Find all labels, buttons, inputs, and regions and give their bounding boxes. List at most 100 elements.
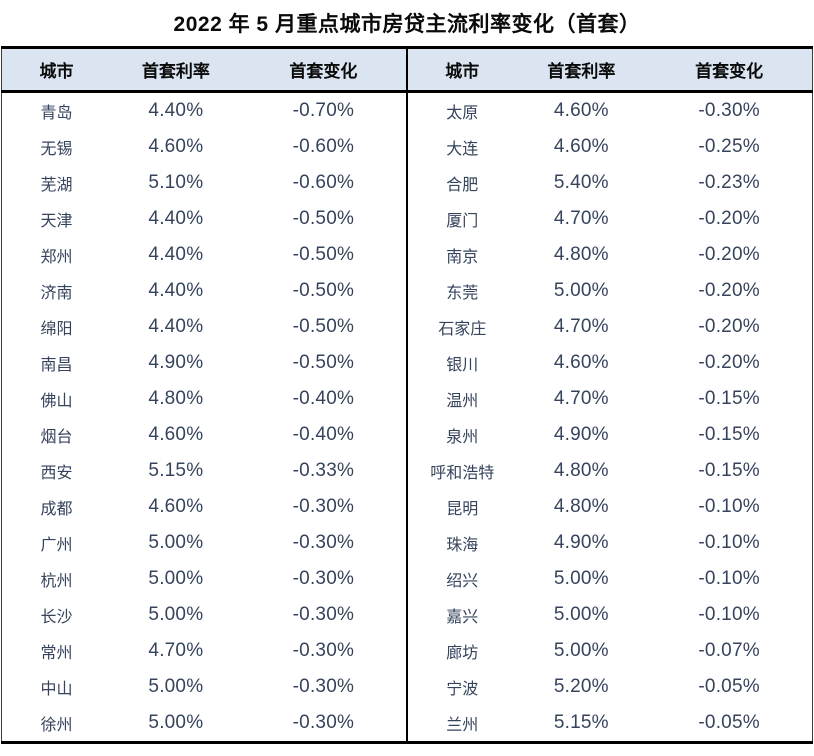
rate-cell: 4.60% — [148, 424, 204, 445]
change-cell: -0.30% — [292, 676, 355, 697]
change-cell: -0.33% — [292, 460, 355, 481]
city-cell: 宁波 — [405, 669, 517, 705]
city-cell: 昆明 — [405, 489, 517, 525]
figure-title: 2022 年 5 月重点城市房贷主流利率变化（首套） — [173, 13, 641, 36]
rate-cell: 4.80% — [553, 244, 609, 265]
table-row: 绵阳 4.40% -0.50% 石家庄 4.70% -0.20% — [2, 309, 813, 345]
change-cell: -0.05% — [698, 676, 760, 697]
change-cell: -0.05% — [698, 712, 760, 733]
city-cell: 兰州 — [405, 705, 517, 743]
change-cell: -0.10% — [698, 496, 760, 517]
header-rate-left: 首套利率 — [110, 47, 241, 93]
rate-cell: 5.00% — [148, 532, 204, 553]
table-row: 佛山 4.80% -0.40% 温州 4.70% -0.15% — [2, 381, 813, 417]
table-row: 济南 4.40% -0.50% 东莞 5.00% -0.20% — [2, 273, 813, 309]
change-cell: -0.07% — [698, 640, 760, 661]
rate-cell: 5.15% — [148, 460, 204, 481]
city-cell: 杭州 — [40, 573, 73, 590]
change-cell: -0.30% — [292, 532, 355, 553]
header-rate-right: 首套利率 — [516, 47, 647, 93]
table-row: 徐州 5.00% -0.30% 兰州 5.15% -0.05% — [2, 705, 813, 743]
table-row: 广州 5.00% -0.30% 珠海 4.90% -0.10% — [2, 525, 813, 561]
table-body: 青岛 4.40% -0.70% 太原 4.60% -0.30% 无锡 4.60% -0.60% 大… — [2, 91, 813, 743]
change-cell: -0.25% — [698, 136, 760, 157]
city-cell: 绵阳 — [40, 321, 73, 338]
rate-cell: 4.70% — [553, 316, 609, 337]
change-cell: -0.40% — [292, 388, 355, 409]
rate-cell: 5.00% — [148, 676, 204, 697]
change-cell: -0.60% — [292, 172, 355, 193]
rate-cell: 5.00% — [553, 568, 609, 589]
change-cell: -0.50% — [292, 280, 355, 301]
city-cell: 郑州 — [40, 249, 73, 266]
change-cell: -0.10% — [698, 568, 760, 589]
city-cell: 合肥 — [405, 165, 517, 201]
city-cell: 长沙 — [40, 609, 73, 626]
rate-cell: 4.70% — [553, 208, 609, 229]
rate-cell: 4.90% — [553, 532, 609, 553]
change-cell: -0.50% — [292, 244, 355, 265]
rate-cell: 4.90% — [148, 352, 204, 373]
change-cell: -0.15% — [698, 460, 760, 481]
rate-cell: 4.40% — [148, 280, 204, 301]
change-cell: -0.15% — [698, 388, 760, 409]
city-cell: 济南 — [40, 285, 73, 302]
city-cell: 太原 — [405, 91, 517, 129]
rate-cell: 5.10% — [148, 172, 204, 193]
rate-cell: 4.40% — [148, 208, 204, 229]
rate-cell: 4.70% — [148, 640, 204, 661]
city-cell: 大连 — [405, 129, 517, 165]
table-row: 南昌 4.90% -0.50% 银川 4.60% -0.20% — [2, 345, 813, 381]
city-cell: 银川 — [405, 345, 517, 381]
city-cell: 西安 — [40, 465, 73, 482]
rate-cell: 4.80% — [148, 388, 204, 409]
city-cell: 厦门 — [405, 201, 517, 237]
rate-cell: 5.00% — [553, 640, 609, 661]
rate-cell: 4.80% — [553, 496, 609, 517]
change-cell: -0.30% — [698, 100, 760, 121]
rate-cell: 5.00% — [553, 604, 609, 625]
rates-table: 城市 首套利率 首套变化 城市 首套利率 首套变化 青岛 4.40% -0.70% 太… — [1, 46, 813, 744]
city-cell: 芜湖 — [40, 177, 73, 194]
rate-cell: 4.40% — [148, 100, 204, 121]
city-cell: 无锡 — [40, 141, 73, 158]
rate-cell: 4.60% — [553, 100, 609, 121]
rate-cell: 4.90% — [553, 424, 609, 445]
table-row: 芜湖 5.10% -0.60% 合肥 5.40% -0.23% — [2, 165, 813, 201]
rate-cell: 5.00% — [148, 712, 204, 733]
change-cell: -0.40% — [292, 424, 355, 445]
change-cell: -0.20% — [698, 208, 760, 229]
city-cell: 东莞 — [405, 273, 517, 309]
change-cell: -0.20% — [698, 352, 760, 373]
city-cell: 泉州 — [405, 417, 517, 453]
city-cell: 广州 — [40, 537, 73, 554]
rate-cell: 4.60% — [553, 136, 609, 157]
rate-cell: 5.00% — [148, 604, 204, 625]
rate-cell: 5.00% — [553, 280, 609, 301]
rate-cell: 5.00% — [148, 568, 204, 589]
rate-cell: 4.60% — [553, 352, 609, 373]
table-row: 郑州 4.40% -0.50% 南京 4.80% -0.20% — [2, 237, 813, 273]
city-cell: 烟台 — [40, 429, 73, 446]
rate-cell: 5.40% — [553, 172, 609, 193]
change-cell: -0.10% — [698, 532, 760, 553]
change-cell: -0.20% — [698, 280, 760, 301]
city-cell: 成都 — [40, 501, 73, 518]
rate-cell: 5.20% — [553, 676, 609, 697]
city-cell: 珠海 — [405, 525, 517, 561]
change-cell: -0.30% — [292, 604, 355, 625]
table-row: 无锡 4.60% -0.60% 大连 4.60% -0.25% — [2, 129, 813, 165]
city-cell: 石家庄 — [405, 309, 517, 345]
change-cell: -0.30% — [292, 640, 355, 661]
header-change-right: 首套变化 — [646, 47, 813, 93]
city-cell: 天津 — [40, 213, 73, 230]
table-row: 西安 5.15% -0.33% 呼和浩特 4.80% -0.15% — [2, 453, 813, 489]
table-row: 长沙 5.00% -0.30% 嘉兴 5.00% -0.10% — [2, 597, 813, 633]
city-cell: 青岛 — [40, 105, 73, 122]
change-cell: -0.30% — [292, 568, 355, 589]
change-cell: -0.60% — [292, 136, 355, 157]
change-cell: -0.30% — [292, 712, 355, 733]
table-row: 天津 4.40% -0.50% 厦门 4.70% -0.20% — [2, 201, 813, 237]
city-cell: 呼和浩特 — [405, 453, 517, 489]
